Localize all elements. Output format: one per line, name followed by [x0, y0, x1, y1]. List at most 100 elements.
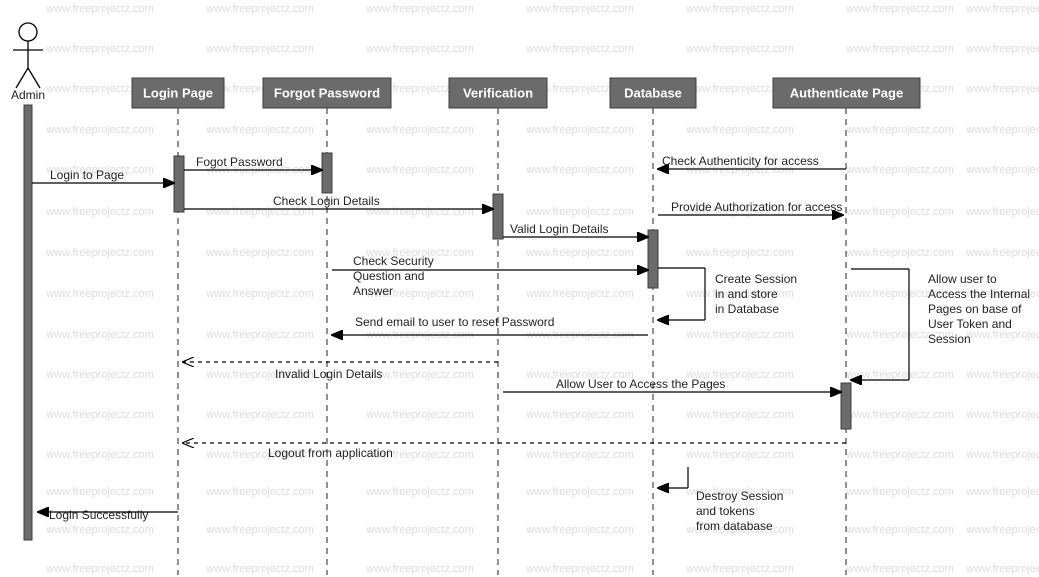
watermark: www.freeprojectz.com	[205, 563, 314, 575]
watermark: www.freeprojectz.com	[205, 486, 314, 498]
watermark: www.freeprojectz.com	[845, 369, 954, 381]
note-text: in and store	[715, 287, 778, 301]
watermark: www.freeprojectz.com	[965, 3, 1039, 15]
watermark: www.freeprojectz.com	[45, 43, 154, 55]
watermark: www.freeprojectz.com	[365, 563, 474, 575]
watermark: www.freeprojectz.com	[45, 247, 154, 259]
message-label: Logout from application	[268, 446, 393, 460]
watermark: www.freeprojectz.com	[965, 524, 1039, 536]
self-note: Destroy Sessionand tokensfrom database	[658, 467, 783, 533]
message: Login Successfully	[38, 508, 178, 522]
watermark: www.freeprojectz.com	[965, 409, 1039, 421]
watermark: www.freeprojectz.com	[45, 449, 154, 461]
participant-label: Forgot Password	[274, 85, 380, 100]
message-label: Check Authenticity for access	[662, 154, 819, 168]
watermark: www.freeprojectz.com	[965, 164, 1039, 176]
watermark: www.freeprojectz.com	[845, 43, 954, 55]
watermark: www.freeprojectz.com	[365, 524, 474, 536]
message-label: Send email to user to reset Password	[355, 315, 554, 329]
note-text: in Database	[715, 302, 779, 316]
note-text: User Token and	[928, 317, 1012, 331]
watermark: www.freeprojectz.com	[965, 43, 1039, 55]
watermark: www.freeprojectz.com	[845, 206, 954, 218]
watermark: www.freeprojectz.com	[685, 247, 794, 259]
watermark: www.freeprojectz.com	[525, 3, 634, 15]
watermark: www.freeprojectz.com	[845, 124, 954, 136]
activation-verify	[493, 194, 503, 239]
watermark: www.freeprojectz.com	[525, 563, 634, 575]
note-text: Access the Internal	[928, 287, 1030, 301]
watermark: www.freeprojectz.com	[205, 524, 314, 536]
watermark: www.freeprojectz.com	[525, 524, 634, 536]
watermark: www.freeprojectz.com	[525, 43, 634, 55]
watermark: www.freeprojectz.com	[965, 247, 1039, 259]
watermark: www.freeprojectz.com	[45, 486, 154, 498]
activation-login	[174, 156, 184, 212]
watermark: www.freeprojectz.com	[845, 164, 954, 176]
watermark: www.freeprojectz.com	[365, 43, 474, 55]
watermark: www.freeprojectz.com	[45, 124, 154, 136]
note-text: Session	[928, 332, 971, 346]
watermark: www.freeprojectz.com	[965, 563, 1039, 575]
watermark: www.freeprojectz.com	[45, 206, 154, 218]
message-label: Login Successfully	[49, 508, 148, 522]
watermark: www.freeprojectz.com	[205, 3, 314, 15]
watermark: www.freeprojectz.com	[525, 449, 634, 461]
watermark: www.freeprojectz.com	[845, 486, 954, 498]
message-label: Check Login Details	[273, 194, 380, 208]
watermark: www.freeprojectz.com	[45, 369, 154, 381]
watermark: www.freeprojectz.com	[845, 3, 954, 15]
watermark: www.freeprojectz.com	[205, 329, 314, 341]
watermark: www.freeprojectz.com	[205, 409, 314, 421]
watermark: www.freeprojectz.com	[365, 486, 474, 498]
message: Valid Login Details	[503, 222, 648, 237]
message-label: Login to Page	[50, 168, 124, 182]
message-label: Question and	[353, 269, 424, 283]
participant-label: Login Page	[143, 85, 213, 100]
watermark: www.freeprojectz.com	[965, 486, 1039, 498]
message-label: Allow User to Access the Pages	[556, 377, 725, 391]
message-label: Provide Authorization for access	[671, 200, 842, 214]
actor-label: Admin	[11, 88, 45, 102]
note-text: Allow user to	[928, 272, 997, 286]
note-text: and tokens	[696, 504, 755, 518]
watermark: www.freeprojectz.com	[365, 206, 474, 218]
message-label: Valid Login Details	[510, 222, 609, 236]
watermark: www.freeprojectz.com	[845, 409, 954, 421]
message-label: Fogot Password	[196, 155, 283, 169]
message: Check Authenticity for access	[658, 154, 846, 169]
participant-label: Verification	[463, 85, 533, 100]
actor-admin: Admin	[11, 23, 45, 540]
watermark: www.freeprojectz.com	[525, 124, 634, 136]
activation-db	[648, 230, 658, 288]
message-label: Answer	[353, 284, 393, 298]
watermark: www.freeprojectz.com	[845, 563, 954, 575]
watermark: www.freeprojectz.com	[525, 409, 634, 421]
watermark: www.freeprojectz.com	[45, 329, 154, 341]
note-text: Create Session	[715, 272, 797, 286]
note-text: Destroy Session	[696, 489, 783, 503]
watermark: www.freeprojectz.com	[685, 43, 794, 55]
watermark: www.freeprojectz.com	[685, 449, 794, 461]
self-note: Allow user toAccess the InternalPages on…	[851, 269, 1030, 380]
watermark: www.freeprojectz.com	[845, 247, 954, 259]
participant-label: Authenticate Page	[790, 85, 903, 100]
note-text: from database	[696, 519, 773, 533]
watermark: www.freeprojectz.com	[45, 524, 154, 536]
watermark: www.freeprojectz.com	[525, 486, 634, 498]
participant-db: Database	[610, 78, 696, 575]
participant-label: Database	[624, 85, 682, 100]
watermark: www.freeprojectz.com	[205, 288, 314, 300]
watermark: www.freeprojectz.com	[965, 124, 1039, 136]
watermark: www.freeprojectz.com	[45, 563, 154, 575]
sequence-diagram: www.freeprojectz.com www.freeprojectz.com…	[0, 0, 1039, 577]
watermark: www.freeprojectz.com	[685, 409, 794, 421]
watermark: www.freeprojectz.com	[45, 3, 154, 15]
watermark: www.freeprojectz.com	[45, 288, 154, 300]
watermark: www.freeprojectz.com	[685, 563, 794, 575]
watermark: www.freeprojectz.com	[525, 206, 634, 218]
watermark: www.freeprojectz.com	[45, 409, 154, 421]
message-label: Check Security	[353, 254, 434, 268]
actor-lifeline	[24, 105, 32, 540]
watermark: www.freeprojectz.com	[525, 288, 634, 300]
